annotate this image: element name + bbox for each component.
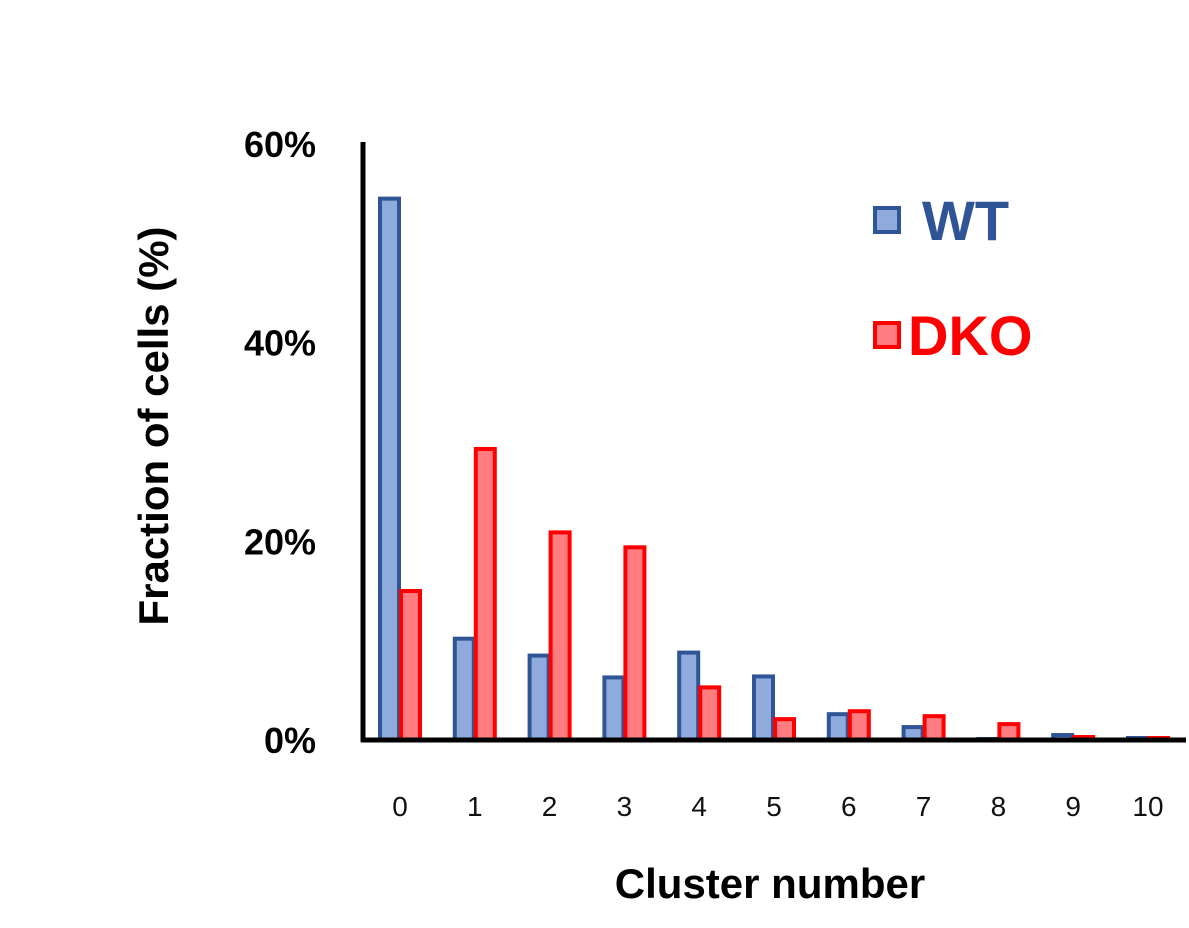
y-tick-label: 40% xyxy=(244,323,316,364)
bar-dko-cluster-7 xyxy=(922,714,946,742)
bar-wt-cluster-3 xyxy=(602,675,626,742)
x-tick-label: 8 xyxy=(991,791,1007,822)
legend-label-wt: WT xyxy=(922,189,1009,252)
bar-wt-cluster-1 xyxy=(452,636,476,742)
legend-swatch-wt xyxy=(873,206,901,234)
y-axis-title: Fraction of cells (%) xyxy=(130,226,177,625)
x-tick-label: 0 xyxy=(392,791,408,822)
bar-dko-cluster-0 xyxy=(399,589,422,742)
x-axis-title: Cluster number xyxy=(615,860,925,907)
y-tick-label: 0% xyxy=(264,720,316,761)
legend-swatch-dko xyxy=(873,321,901,349)
bar-dko-cluster-4 xyxy=(698,685,722,742)
x-tick-label: 5 xyxy=(766,791,782,822)
x-tick-label: 10 xyxy=(1132,791,1163,822)
x-tick-label: 6 xyxy=(841,791,857,822)
x-tick-label: 2 xyxy=(542,791,558,822)
legend-label-dko: DKO xyxy=(908,304,1032,367)
bars xyxy=(378,196,1170,743)
x-tick-label: 9 xyxy=(1065,791,1081,822)
bar-wt-cluster-0 xyxy=(378,196,401,742)
y-tick-label: 60% xyxy=(244,124,316,165)
x-tick-label: 4 xyxy=(691,791,707,822)
bar-wt-cluster-4 xyxy=(677,650,701,742)
x-tick-label: 1 xyxy=(467,791,483,822)
x-tick-label: 7 xyxy=(916,791,932,822)
x-tick-label: 3 xyxy=(617,791,633,822)
bar-wt-cluster-6 xyxy=(826,712,850,743)
x-tick-labels: 0 1 2 3 4 5 6 7 8 9 10 xyxy=(392,791,1163,822)
bar-dko-cluster-2 xyxy=(548,530,572,742)
bar-dko-cluster-3 xyxy=(623,545,647,742)
bar-wt-cluster-5 xyxy=(752,674,775,743)
bar-dko-cluster-1 xyxy=(473,446,497,742)
bar-dko-cluster-6 xyxy=(847,709,871,743)
bar-wt-cluster-2 xyxy=(527,653,551,742)
y-tick-labels: 0% 20% 40% 60% xyxy=(244,124,316,761)
bar-dko-cluster-5 xyxy=(773,717,796,743)
y-tick-label: 20% xyxy=(244,521,316,562)
legend: WT DKO xyxy=(873,189,1032,367)
